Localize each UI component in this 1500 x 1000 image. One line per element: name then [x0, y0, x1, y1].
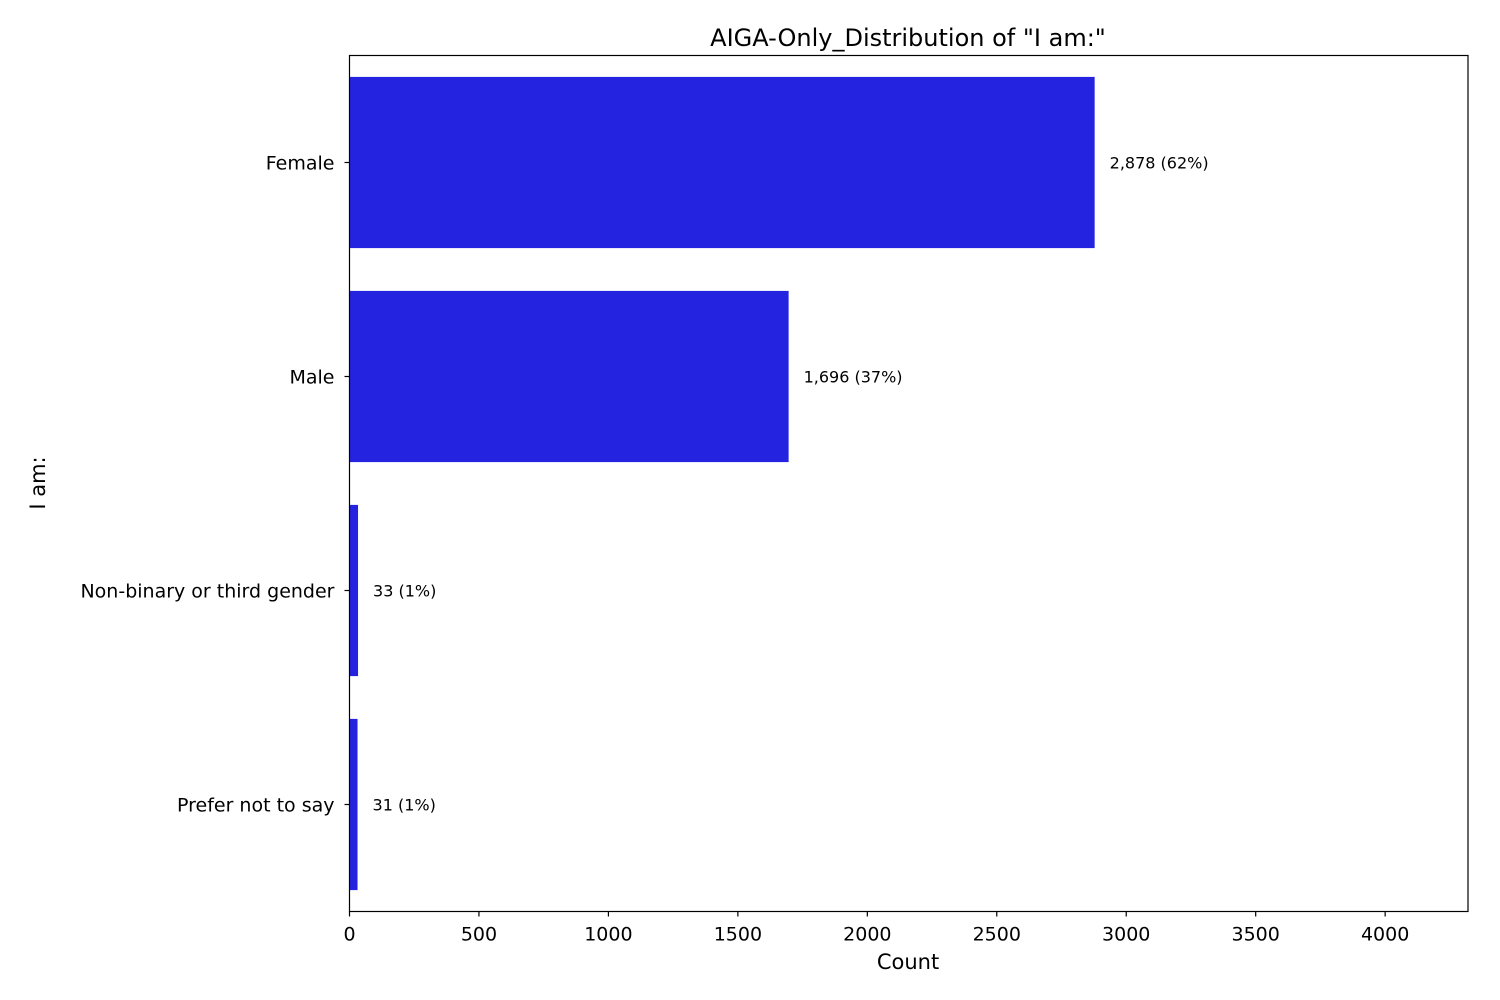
x-tick-label: 1000	[584, 924, 632, 946]
bar	[349, 76, 1095, 249]
x-tick-label: 3000	[1102, 924, 1150, 946]
y-tick-label: Prefer not to say	[177, 795, 335, 817]
x-tick-label: 2000	[843, 924, 891, 946]
plot-area-frame	[348, 54, 1469, 913]
bar-value-label: 1,696 (37%)	[804, 368, 903, 387]
ticks-layer: Female Male Non-binary or third gender Pref…	[80, 153, 1409, 946]
y-tick-label: Non-binary or third gender	[80, 581, 334, 603]
y-tick-label: Male	[289, 367, 334, 389]
x-tick-label: 0	[343, 924, 355, 946]
x-axis-label: Count	[877, 950, 939, 974]
chart-title: AIGA-Only_Distribution of "I am:"	[710, 24, 1106, 52]
bar-value-label: 31 (1%)	[373, 796, 436, 815]
bar-value-label: 2,878 (62%)	[1110, 154, 1209, 173]
bar	[349, 504, 359, 677]
x-tick-label: 3500	[1232, 924, 1280, 946]
y-axis-label: I am:	[26, 456, 50, 509]
bar-value-label: 33 (1%)	[373, 582, 436, 601]
bar	[349, 718, 358, 891]
x-tick-label: 1500	[714, 924, 762, 946]
y-tick-label: Female	[266, 153, 335, 175]
x-tick-label: 500	[461, 924, 497, 946]
x-tick-label: 2500	[973, 924, 1021, 946]
bars-layer: 2,878 (62%) 1,696 (37%) 33 (1%) 31 (1%)	[349, 76, 1209, 891]
x-tick-label: 4000	[1361, 924, 1409, 946]
bar	[349, 290, 789, 463]
